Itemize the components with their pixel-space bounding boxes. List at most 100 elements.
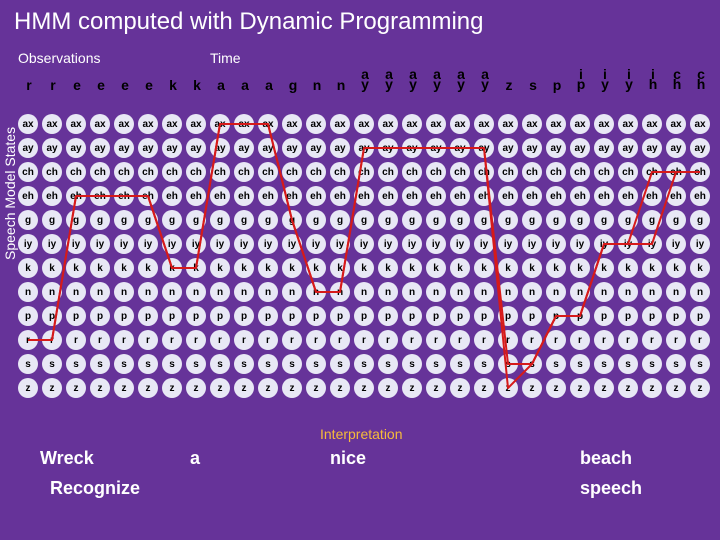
state-cell: eh xyxy=(186,186,206,206)
state-cell: iy xyxy=(690,234,710,254)
state-cell: eh xyxy=(258,186,278,206)
state-cell: p xyxy=(522,306,542,326)
state-cell: k xyxy=(570,258,590,278)
observation-cell: e xyxy=(90,74,112,96)
state-cell: ax xyxy=(498,114,518,134)
state-cell: eh xyxy=(666,186,686,206)
state-cell: g xyxy=(186,210,206,230)
state-cell: iy xyxy=(66,234,86,254)
state-cell: p xyxy=(378,306,398,326)
state-cell: k xyxy=(642,258,662,278)
state-cell: s xyxy=(114,354,134,374)
state-cell: z xyxy=(594,378,614,398)
state-cell: k xyxy=(90,258,110,278)
state-cell: s xyxy=(18,354,38,374)
state-cell: ay xyxy=(66,138,86,158)
state-cell: n xyxy=(162,282,182,302)
observation-cell: ay xyxy=(426,68,448,90)
state-cell: ch xyxy=(282,162,302,182)
state-cell: g xyxy=(690,210,710,230)
state-cell: iy xyxy=(618,234,638,254)
state-cell: z xyxy=(162,378,182,398)
state-cell: iy xyxy=(234,234,254,254)
state-cell: z xyxy=(546,378,566,398)
state-cell: ax xyxy=(114,114,134,134)
state-cell: s xyxy=(450,354,470,374)
state-cell: r xyxy=(642,330,662,350)
state-cell: z xyxy=(282,378,302,398)
state-cell: n xyxy=(522,282,542,302)
state-cell: iy xyxy=(522,234,542,254)
state-cell: g xyxy=(306,210,326,230)
state-cell: g xyxy=(282,210,302,230)
state-cell: r xyxy=(234,330,254,350)
state-cell: eh xyxy=(690,186,710,206)
state-cell: ax xyxy=(642,114,662,134)
state-cell: p xyxy=(42,306,62,326)
state-cell: g xyxy=(522,210,542,230)
state-cell: iy xyxy=(90,234,110,254)
observation-cell: e xyxy=(114,74,136,96)
observation-cell: a xyxy=(258,74,280,96)
state-cell: ch xyxy=(234,162,254,182)
state-cell: z xyxy=(354,378,374,398)
state-cell: p xyxy=(690,306,710,326)
state-cell: ay xyxy=(402,138,422,158)
state-cell: n xyxy=(18,282,38,302)
state-cell: ay xyxy=(570,138,590,158)
state-cell: eh xyxy=(162,186,182,206)
state-cell: g xyxy=(666,210,686,230)
state-cell: ay xyxy=(114,138,134,158)
observation-cell: iy xyxy=(594,68,616,90)
state-cell: g xyxy=(450,210,470,230)
state-cell: p xyxy=(570,306,590,326)
state-cell: s xyxy=(618,354,638,374)
state-cell: r xyxy=(354,330,374,350)
state-cell: eh xyxy=(138,186,158,206)
state-cell: k xyxy=(162,258,182,278)
state-cell: ax xyxy=(18,114,38,134)
state-cell: iy xyxy=(138,234,158,254)
state-cell: k xyxy=(138,258,158,278)
state-cell: p xyxy=(114,306,134,326)
state-cell: k xyxy=(354,258,374,278)
state-cell: eh xyxy=(42,186,62,206)
state-cell: ch xyxy=(306,162,326,182)
state-cell: z xyxy=(18,378,38,398)
state-cell: s xyxy=(354,354,374,374)
state-cell: ay xyxy=(546,138,566,158)
state-cell: n xyxy=(402,282,422,302)
state-cell: p xyxy=(618,306,638,326)
state-cell: ay xyxy=(138,138,158,158)
state-cell: k xyxy=(546,258,566,278)
time-label: Time xyxy=(210,50,241,66)
state-cell: eh xyxy=(330,186,350,206)
state-cell: ch xyxy=(114,162,134,182)
state-cell: eh xyxy=(66,186,86,206)
state-cell: s xyxy=(138,354,158,374)
state-cell: ax xyxy=(354,114,374,134)
state-cell: ay xyxy=(42,138,62,158)
state-cell: n xyxy=(210,282,230,302)
state-cell: ax xyxy=(138,114,158,134)
state-cell: iy xyxy=(354,234,374,254)
state-cell: eh xyxy=(210,186,230,206)
state-cell: ch xyxy=(66,162,86,182)
state-cell: p xyxy=(234,306,254,326)
state-cell: r xyxy=(282,330,302,350)
observation-cell: iy xyxy=(618,68,640,90)
state-cell: s xyxy=(90,354,110,374)
state-cell: s xyxy=(378,354,398,374)
state-cell: g xyxy=(546,210,566,230)
state-cell: n xyxy=(114,282,134,302)
state-cell: ch xyxy=(90,162,110,182)
state-cell: ay xyxy=(594,138,614,158)
state-cell: ax xyxy=(330,114,350,134)
state-cell: ch xyxy=(354,162,374,182)
state-cell: ay xyxy=(306,138,326,158)
state-cell: p xyxy=(162,306,182,326)
state-cell: iy xyxy=(570,234,590,254)
state-cell: s xyxy=(666,354,686,374)
state-cell: n xyxy=(618,282,638,302)
state-cell: eh xyxy=(306,186,326,206)
